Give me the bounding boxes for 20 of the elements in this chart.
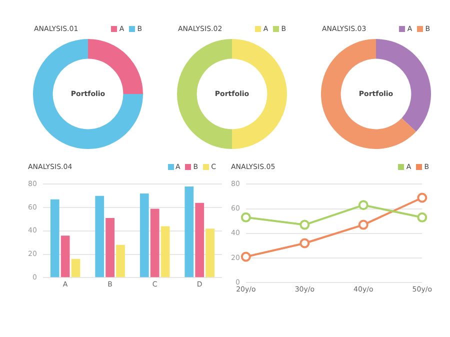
point — [240, 252, 251, 262]
point — [417, 192, 428, 203]
point — [358, 200, 368, 210]
point — [417, 212, 428, 222]
bar — [116, 244, 125, 278]
bar — [106, 218, 115, 278]
point — [300, 220, 310, 230]
bar — [150, 208, 160, 278]
point — [300, 238, 310, 248]
bar — [95, 196, 104, 278]
point — [358, 220, 368, 230]
bar — [160, 226, 170, 278]
bar — [71, 258, 80, 278]
bar — [50, 199, 60, 278]
bar — [195, 202, 204, 278]
bar — [140, 194, 149, 278]
bar — [60, 236, 70, 278]
point — [240, 212, 251, 222]
bar — [184, 186, 194, 278]
bar — [206, 228, 214, 278]
